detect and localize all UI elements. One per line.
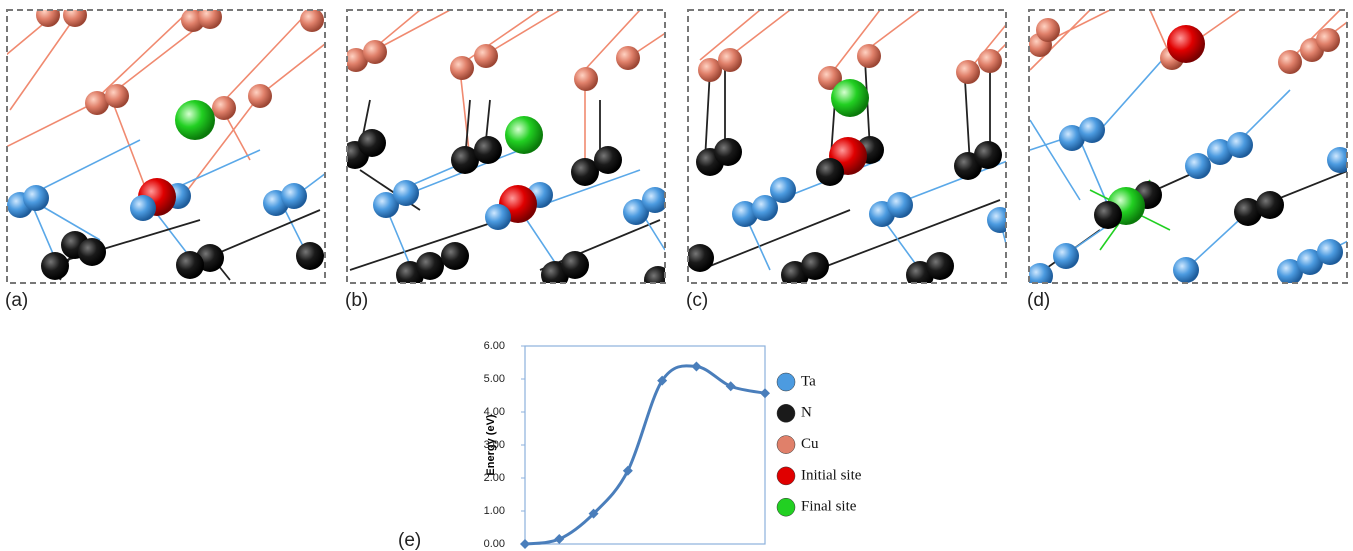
panel-label: (b)	[345, 290, 368, 311]
figure: (a) (b) (c) (d) (e) Energy (eV) 0.001.00…	[0, 0, 1353, 551]
legend-label: Final site	[801, 499, 857, 515]
panel-label: (c)	[686, 290, 708, 311]
y-tick-label: 6.00	[484, 340, 505, 352]
point-marker	[554, 534, 564, 544]
y-tick-label: 0.00	[484, 538, 505, 550]
point-marker	[691, 361, 701, 371]
plot-frame	[525, 346, 765, 544]
legend-swatch	[777, 498, 795, 516]
legend-swatch	[777, 467, 795, 485]
panel-label: (e)	[398, 530, 421, 551]
legend-label: Cu	[801, 436, 819, 452]
legend-swatch	[777, 404, 795, 422]
panel-frames	[7, 10, 1347, 283]
legend-label: Initial site	[801, 467, 862, 483]
y-tick-label: 2.00	[484, 472, 505, 484]
point-marker	[726, 381, 736, 391]
point-marker	[520, 539, 530, 549]
structure-panel	[1027, 10, 1353, 289]
y-tick-label: 3.00	[484, 439, 505, 451]
y-tick-label: 4.00	[484, 406, 505, 418]
legend-label: N	[801, 405, 812, 421]
point-marker	[760, 388, 770, 398]
y-tick-label: 5.00	[484, 373, 505, 385]
panel-label: (d)	[1027, 290, 1050, 311]
legend-label: Ta	[801, 373, 816, 389]
structure-panel	[686, 10, 1013, 289]
structure-panel	[341, 10, 672, 294]
legend-swatch	[777, 436, 795, 454]
y-tick-label: 1.00	[484, 505, 505, 517]
panel-label: (a)	[5, 290, 28, 311]
series-line	[525, 366, 765, 544]
structure-panel	[0, 3, 330, 280]
legend-swatch	[777, 373, 795, 391]
